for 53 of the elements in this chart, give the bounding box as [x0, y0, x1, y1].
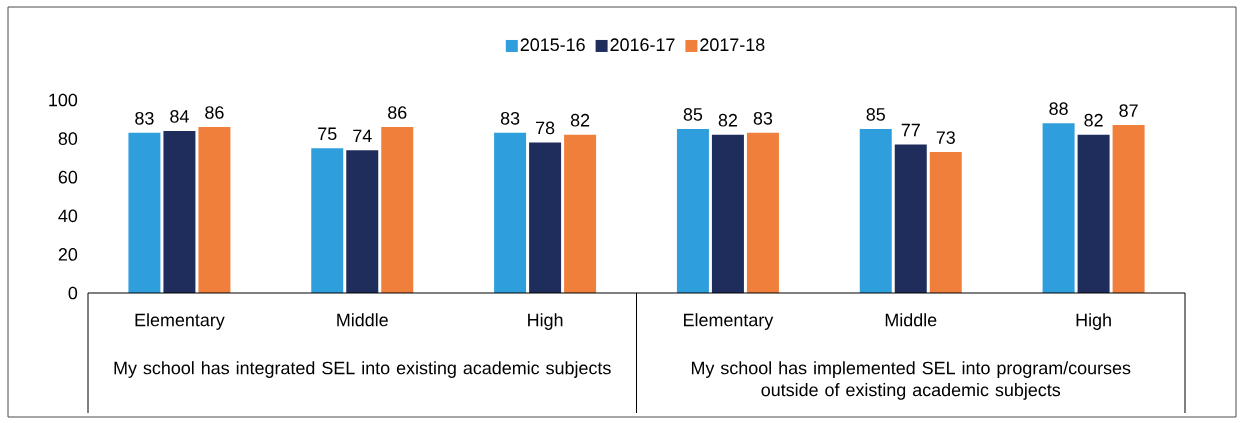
- bar: [163, 130, 196, 293]
- data-label: 82: [1084, 113, 1103, 127]
- data-label: 75: [318, 127, 337, 141]
- legend-label: 2017-18: [700, 38, 765, 52]
- y-tick-label: 100: [49, 93, 78, 107]
- data-label: 84: [170, 110, 189, 123]
- bar: [711, 134, 744, 293]
- text: My school has integrated SEL into existing academic subjects: [114, 361, 611, 378]
- x-tick-label: Middle: [337, 313, 388, 327]
- data-label: 88: [1049, 102, 1068, 115]
- data-label: 73: [936, 131, 955, 144]
- legend-label: 2015-16: [520, 38, 585, 52]
- text: My school has implemented SEL into program/courses outside of existing academic subjects: [691, 361, 1131, 400]
- data-label: 85: [866, 108, 885, 121]
- data-label: 83: [500, 111, 520, 125]
- data-label: 86: [205, 106, 224, 119]
- bar: [346, 150, 379, 293]
- bar: [894, 144, 927, 293]
- bar: [676, 128, 709, 293]
- data-label: 78: [536, 121, 555, 135]
- data-label: 83: [135, 111, 154, 125]
- bar: [929, 152, 962, 293]
- y-tick-label: 80: [58, 132, 78, 145]
- x-tick-label: Elementary: [135, 313, 225, 330]
- x-tick-label: High: [1076, 313, 1111, 330]
- bar: [1112, 125, 1145, 293]
- bar: [859, 128, 892, 293]
- bar: [494, 132, 527, 293]
- data-label: 83: [753, 111, 773, 125]
- bar: [381, 127, 414, 293]
- y-tick-label: 20: [58, 248, 78, 261]
- bar: [311, 148, 344, 293]
- bar: [564, 134, 597, 293]
- y-tick-label: 40: [58, 209, 78, 223]
- data-label: 77: [901, 123, 920, 137]
- data-label: 74: [353, 129, 372, 142]
- bar: [1077, 134, 1110, 293]
- x-tick-label: Middle: [885, 313, 937, 327]
- y-tick-label: 0: [68, 286, 78, 300]
- bar: [529, 142, 562, 293]
- x-tick-label: Elementary: [684, 313, 774, 330]
- legend-label: 2016-17: [610, 38, 675, 52]
- data-label: 82: [718, 113, 737, 127]
- data-label: 87: [1119, 104, 1138, 117]
- bar: [128, 132, 161, 293]
- data-label: 86: [388, 106, 407, 119]
- y-tick-label: 60: [58, 170, 78, 184]
- bar: [198, 127, 231, 293]
- x-tick-label: High: [528, 313, 563, 330]
- data-label: 85: [683, 108, 703, 121]
- data-label: 82: [570, 113, 590, 127]
- bar: [1042, 123, 1075, 293]
- bar: [746, 132, 779, 293]
